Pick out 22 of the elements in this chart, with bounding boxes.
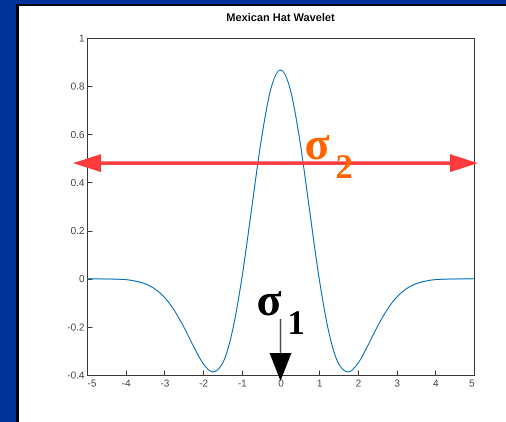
y-tick-label: 0.4 bbox=[70, 178, 85, 189]
x-tick-label: -5 bbox=[88, 378, 97, 390]
x-tick-label: -3 bbox=[160, 378, 170, 390]
line-series bbox=[86, 70, 474, 372]
y-tick-label: -0.4 bbox=[67, 370, 85, 382]
x-tick-label: 3 bbox=[394, 378, 400, 390]
x-tick-label: 2 bbox=[356, 378, 362, 390]
y-tick-label: 0.8 bbox=[70, 82, 85, 93]
x-tick-label: 1 bbox=[316, 378, 323, 390]
x-tick-label: 4 bbox=[433, 378, 440, 390]
y-tick-label: -0.2 bbox=[67, 322, 85, 334]
chart-title: Mexican Hat Wavelet bbox=[226, 12, 336, 24]
x-tick-label: -1 bbox=[238, 378, 248, 390]
y-tick-label: 0.6 bbox=[70, 130, 85, 141]
x-tick-label: -2 bbox=[199, 378, 208, 390]
y-tick-label: 1 bbox=[78, 34, 85, 44]
annotation: σ$_{1}$ bbox=[256, 274, 305, 342]
y-tick-label: 0 bbox=[78, 274, 85, 286]
y-tick-label: 0.2 bbox=[70, 226, 85, 238]
x-tick-label: 0 bbox=[278, 378, 284, 390]
x-tick-label: -4 bbox=[122, 378, 132, 390]
x-tick-label: 5 bbox=[468, 378, 475, 390]
